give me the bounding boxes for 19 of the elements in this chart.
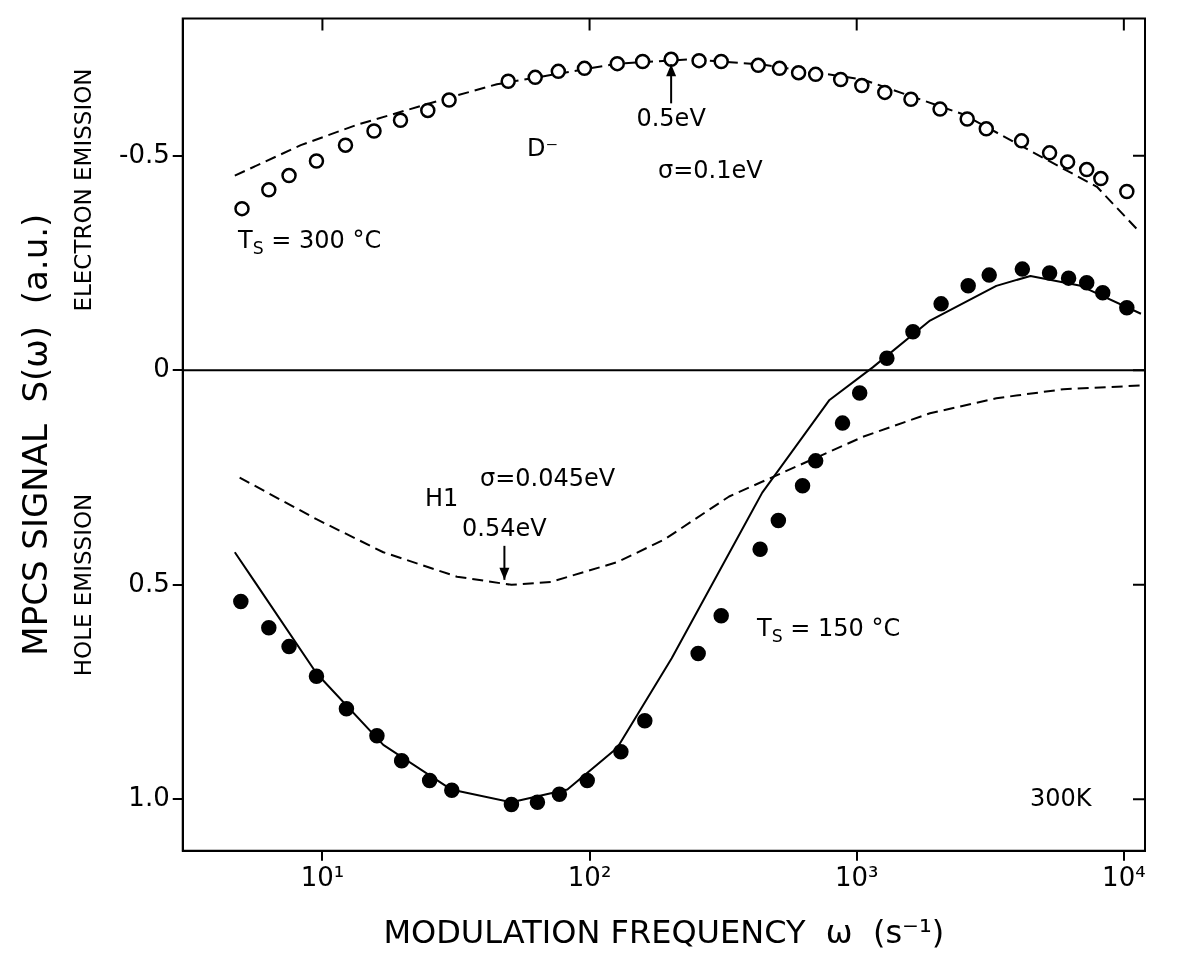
annotation: σ=0.045eV [480, 464, 616, 493]
y-tick-label: 0.5 [128, 567, 170, 598]
text: ELECTRON EMISSION [69, 68, 96, 312]
x-tick-label: 10³ [834, 862, 879, 893]
y-axis-title: MPCS SIGNAL S(ω) (a.u.) [14, 213, 55, 656]
y-tick-label: -0.5 [119, 138, 170, 169]
annotation: 0.54eV [462, 514, 548, 543]
x-tick-label: 10⁴ [1102, 862, 1146, 893]
annotation: 300K [1030, 784, 1093, 813]
y-tick-label: 0 [153, 353, 170, 384]
annotation: 0.5eV [636, 103, 707, 132]
annotation: D⁻ [527, 134, 559, 163]
text: HOLE EMISSION [69, 493, 96, 677]
x-axis-title: MODULATION FREQUENCY ω (s⁻¹) [383, 913, 945, 952]
annotation: H1 [425, 484, 459, 513]
x-tick-label: 10² [567, 862, 612, 893]
x-tick-label: 10¹ [300, 862, 345, 893]
annotation: σ=0.1eV [658, 156, 764, 185]
y-tick-label: 1.0 [128, 782, 170, 813]
